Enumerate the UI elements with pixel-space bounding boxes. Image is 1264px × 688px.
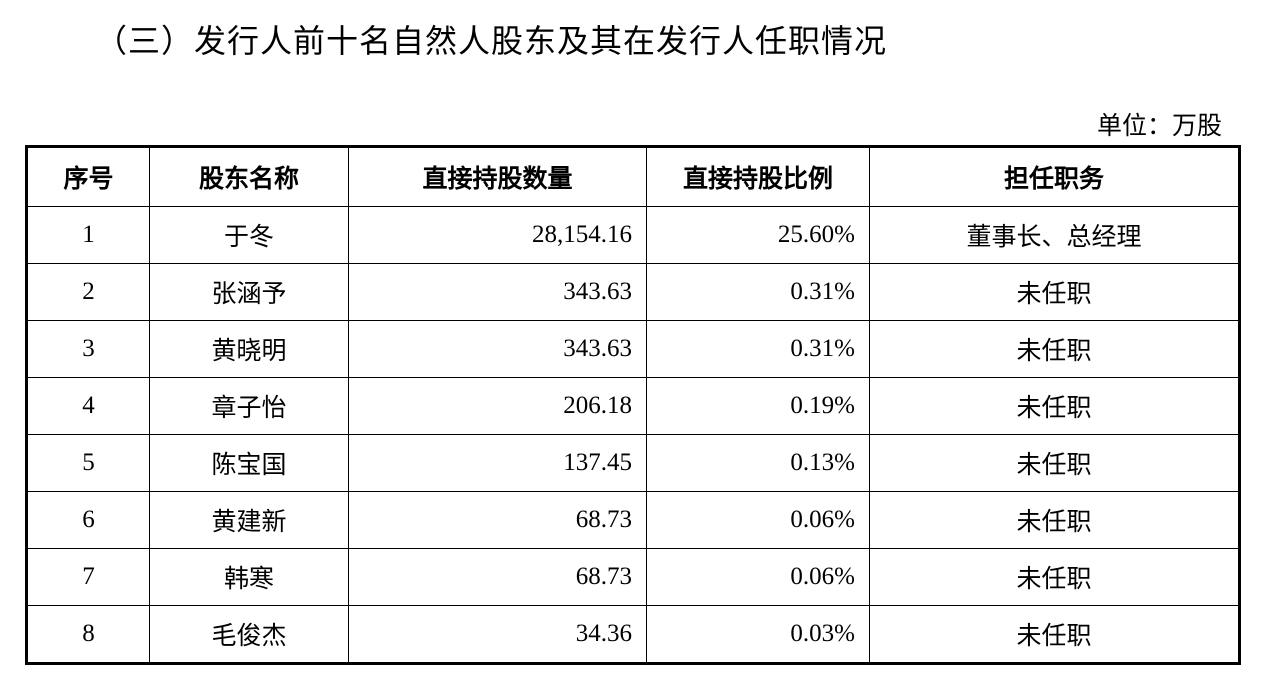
table-cell: 未任职 (869, 605, 1240, 664)
table-cell: 343.63 (348, 320, 647, 378)
table-cell: 0.06% (646, 491, 870, 549)
table-cell: 28,154.16 (348, 206, 647, 264)
table-cell: 2 (26, 263, 150, 321)
table-row: 3 黄晓明 343.63 0.31% 未任职 (26, 320, 1240, 378)
table-cell: 34.36 (348, 605, 647, 664)
table-cell: 于冬 (149, 206, 349, 264)
table-cell: 黄晓明 (149, 320, 349, 378)
column-header: 直接持股数量 (348, 146, 647, 207)
table-cell: 未任职 (869, 491, 1240, 549)
table-row: 2 张涵予 343.63 0.31% 未任职 (26, 263, 1240, 321)
table-cell: 8 (26, 605, 150, 664)
table-cell: 68.73 (348, 491, 647, 549)
table-cell: 董事长、总经理 (869, 206, 1240, 264)
table-cell: 未任职 (869, 377, 1240, 435)
column-header: 序号 (26, 146, 150, 207)
column-header: 股东名称 (149, 146, 349, 207)
table-row: 8 毛俊杰 34.36 0.03% 未任职 (26, 605, 1240, 664)
table-row: 7 韩寒 68.73 0.06% 未任职 (26, 548, 1240, 606)
table-cell: 0.31% (646, 320, 870, 378)
table-cell: 未任职 (869, 434, 1240, 492)
table-cell: 0.13% (646, 434, 870, 492)
table-cell: 黄建新 (149, 491, 349, 549)
table-row: 1 于冬 28,154.16 25.60% 董事长、总经理 (26, 206, 1240, 264)
table-cell: 0.31% (646, 263, 870, 321)
table-row: 4 章子怡 206.18 0.19% 未任职 (26, 377, 1240, 435)
table-cell: 韩寒 (149, 548, 349, 606)
title: （三）发行人前十名自然人股东及其在发行人任职情况 (95, 22, 888, 60)
table-cell: 未任职 (869, 263, 1240, 321)
table-cell: 68.73 (348, 548, 647, 606)
table-cell: 章子怡 (149, 377, 349, 435)
table-cell: 3 (26, 320, 150, 378)
table-cell: 206.18 (348, 377, 647, 435)
table-cell: 毛俊杰 (149, 605, 349, 664)
table-cell: 未任职 (869, 320, 1240, 378)
table-cell: 7 (26, 548, 150, 606)
table-cell: 0.03% (646, 605, 870, 664)
shareholder-table: 序号 股东名称 直接持股数量 直接持股比例 担任职务 1 于冬 28,154.16 25.60… (25, 145, 1241, 665)
table-row: 6 黄建新 68.73 0.06% 未任职 (26, 491, 1240, 549)
table-cell: 1 (26, 206, 150, 264)
column-header: 直接持股比例 (646, 146, 870, 207)
table-body: 1 于冬 28,154.16 25.60% 董事长、总经理 2 张涵予 343.63 0.31%… (26, 206, 1240, 664)
header-row: 序号 股东名称 直接持股数量 直接持股比例 担任职务 (26, 146, 1240, 207)
table-cell: 137.45 (348, 434, 647, 492)
table-row: 5 陈宝国 137.45 0.13% 未任职 (26, 434, 1240, 492)
table-cell: 陈宝国 (149, 434, 349, 492)
column-header: 担任职务 (869, 146, 1240, 207)
table-cell: 25.60% (646, 206, 870, 264)
table-cell: 张涵予 (149, 263, 349, 321)
table-cell: 未任职 (869, 548, 1240, 606)
table-cell: 5 (26, 434, 150, 492)
table-cell: 343.63 (348, 263, 647, 321)
table-cell: 0.19% (646, 377, 870, 435)
table-cell: 6 (26, 491, 150, 549)
table-cell: 4 (26, 377, 150, 435)
unit-note: 单位：万股 (1096, 113, 1222, 140)
table-cell: 0.06% (646, 548, 870, 606)
